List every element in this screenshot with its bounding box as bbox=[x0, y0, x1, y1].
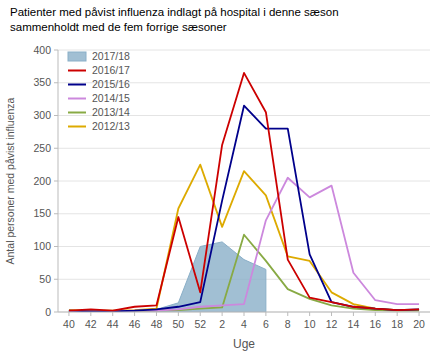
x-tick-label: 10 bbox=[304, 318, 316, 330]
x-tick-label: 52 bbox=[194, 318, 206, 330]
legend-swatch bbox=[68, 126, 86, 128]
x-tick-label: 42 bbox=[85, 318, 97, 330]
y-tick-label: 250 bbox=[33, 142, 51, 154]
line bbox=[69, 165, 419, 311]
x-tick-label: 6 bbox=[263, 318, 269, 330]
y-tick-label: 0 bbox=[45, 306, 51, 318]
marks bbox=[69, 73, 419, 312]
y-tick-label: 200 bbox=[33, 175, 51, 187]
x-axis-label: Uge bbox=[233, 337, 255, 351]
legend-swatch bbox=[68, 70, 86, 72]
x-tick-label: 14 bbox=[348, 318, 360, 330]
x-tick bbox=[397, 312, 398, 316]
y-tick-label: 350 bbox=[33, 76, 51, 88]
x-tick bbox=[200, 312, 201, 316]
x-tick bbox=[112, 312, 113, 316]
line bbox=[69, 106, 419, 312]
title: Patienter med påvist influenza indlagt p… bbox=[10, 6, 339, 18]
legend-swatch bbox=[68, 52, 86, 61]
x-tick bbox=[331, 312, 332, 316]
x-tick bbox=[156, 312, 157, 316]
x-tick bbox=[265, 312, 266, 316]
legend-swatch bbox=[68, 98, 86, 100]
x-tick bbox=[375, 312, 376, 316]
x-tick-label: 16 bbox=[369, 318, 381, 330]
y-axis-label: Antal personer med påvist influenza bbox=[4, 97, 16, 264]
x-tick bbox=[287, 312, 288, 316]
grid-line bbox=[58, 246, 430, 247]
y-axis bbox=[58, 50, 59, 312]
x-tick-label: 2 bbox=[219, 318, 225, 330]
line bbox=[69, 235, 419, 312]
legend-swatch bbox=[68, 84, 86, 86]
legend-label: 2015/16 bbox=[92, 78, 130, 90]
legend-label: 2014/15 bbox=[92, 92, 130, 104]
x-tick bbox=[244, 312, 245, 316]
y-tick-label: 150 bbox=[33, 207, 51, 219]
x-tick bbox=[309, 312, 310, 316]
x-axis bbox=[58, 312, 430, 313]
x-tick bbox=[178, 312, 179, 316]
x-tick bbox=[90, 312, 91, 316]
grid-line bbox=[58, 148, 430, 149]
y-tick bbox=[54, 115, 58, 116]
x-tick-label: 20 bbox=[413, 318, 425, 330]
legend-label: 2012/13 bbox=[92, 120, 130, 132]
x-tick-label: 44 bbox=[107, 318, 119, 330]
line bbox=[69, 178, 419, 312]
x-tick-label: 48 bbox=[151, 318, 163, 330]
x-tick-label: 18 bbox=[391, 318, 403, 330]
x-tick bbox=[134, 312, 135, 316]
y-tick-label: 100 bbox=[33, 240, 51, 252]
x-tick-label: 8 bbox=[285, 318, 291, 330]
legend: 2017/18 2016/17 2015/16 2014/15 2013/14 2012/… bbox=[68, 50, 130, 132]
x-tick bbox=[222, 312, 223, 316]
x-tick-label: 12 bbox=[326, 318, 338, 330]
area bbox=[69, 242, 266, 312]
x-tick-label: 50 bbox=[173, 318, 185, 330]
y-tick-label: 300 bbox=[33, 109, 51, 121]
y-tick bbox=[54, 181, 58, 182]
y-tick bbox=[54, 246, 58, 247]
x-tick-label: 4 bbox=[241, 318, 247, 330]
x-tick-label: 46 bbox=[129, 318, 141, 330]
x-tick-label: 40 bbox=[63, 318, 75, 330]
subtitle: sammenholdt med de fem forrige sæsoner bbox=[10, 21, 227, 33]
y-tick bbox=[54, 213, 58, 214]
y-tick-label: 400 bbox=[33, 44, 51, 56]
grid-line bbox=[58, 181, 430, 182]
legend-label: 2016/17 bbox=[92, 64, 130, 76]
grid-line bbox=[58, 312, 430, 313]
legend-label: 2013/14 bbox=[92, 106, 130, 118]
x-tick bbox=[353, 312, 354, 316]
y-tick bbox=[54, 312, 58, 313]
x-tick bbox=[419, 312, 420, 316]
y-tick bbox=[54, 279, 58, 280]
y-tick-label: 50 bbox=[39, 273, 51, 285]
y-tick bbox=[54, 50, 58, 51]
line bbox=[69, 73, 419, 311]
y-tick bbox=[54, 148, 58, 149]
legend-swatch bbox=[68, 112, 86, 114]
legend-label: 2017/18 bbox=[92, 50, 130, 62]
chart: Patienter med påvist influenza indlagt p… bbox=[0, 0, 440, 358]
grid bbox=[58, 50, 430, 312]
y-tick bbox=[54, 82, 58, 83]
x-tick bbox=[68, 312, 69, 316]
grid-line bbox=[58, 213, 430, 214]
